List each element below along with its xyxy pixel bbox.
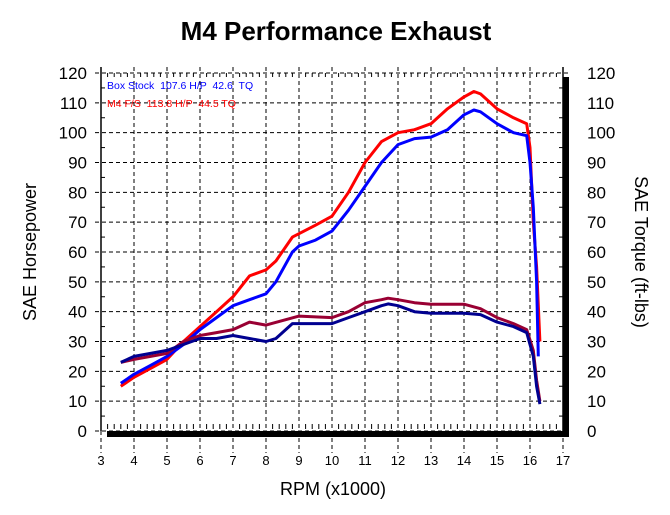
y-axis-label-right: SAE Torque (ft-lbs) xyxy=(631,176,651,328)
y-tick-label-right: 80 xyxy=(587,183,606,202)
y-tick-label-right: 120 xyxy=(587,64,615,83)
x-tick-label: 11 xyxy=(358,453,372,468)
y-tick-label-right: 60 xyxy=(587,243,606,262)
y-tick-label-left: 0 xyxy=(78,422,87,441)
y-tick-label-left: 40 xyxy=(68,303,87,322)
x-axis-label: RPM (x1000) xyxy=(280,479,386,499)
right-axis-bar xyxy=(563,77,569,437)
series-line-3 xyxy=(120,302,542,405)
y-tick-label-right: 10 xyxy=(587,392,606,411)
y-tick-label-left: 110 xyxy=(60,94,87,113)
x-tick-label: 8 xyxy=(262,453,269,468)
y-tick-label-left: 10 xyxy=(68,392,87,411)
y-tick-label-right: 90 xyxy=(587,154,606,173)
series-line-0 xyxy=(119,90,542,388)
y-tick-label-left: 120 xyxy=(59,64,87,83)
y-tick-label-left: 60 xyxy=(68,243,87,262)
y-tick-label-left: 20 xyxy=(68,362,87,381)
y-tick-label-left: 70 xyxy=(68,213,87,232)
axis-ticks: 0 0 10 10 20 20 30 30 40 40 50 50 60 60 70 70 80 80 90 90 10… xyxy=(59,64,616,468)
y-tick-label-right: 40 xyxy=(587,303,606,322)
x-tick-label: 7 xyxy=(229,453,236,468)
y-tick-label-right: 100 xyxy=(587,124,615,143)
y-axis-label-left: SAE Horsepower xyxy=(20,183,40,321)
y-tick-label-left: 30 xyxy=(68,333,87,352)
x-tick-label: 3 xyxy=(97,453,104,468)
y-tick-label-right: 50 xyxy=(587,273,606,292)
grid xyxy=(95,67,569,453)
legend-m4-fs: M4 F/S 113.8 H/P 44.5 TQ xyxy=(107,98,236,110)
x-tick-label: 6 xyxy=(196,453,203,468)
y-tick-label-left: 80 xyxy=(68,183,87,202)
x-tick-label: 15 xyxy=(490,453,504,468)
series-line-2 xyxy=(120,296,542,402)
x-tick-label: 10 xyxy=(325,453,339,468)
x-tick-label: 13 xyxy=(424,453,438,468)
y-tick-label-left: 50 xyxy=(68,273,87,292)
x-tick-label: 4 xyxy=(130,453,137,468)
x-tick-label: 12 xyxy=(391,453,405,468)
series-lines xyxy=(119,90,542,405)
y-tick-label-right: 30 xyxy=(587,333,606,352)
x-tick-label: 17 xyxy=(556,453,570,468)
legend-box-stock: Box Stock 107.6 H/P 42.6 TQ xyxy=(107,80,253,92)
y-tick-label-right: 110 xyxy=(587,94,614,113)
y-tick-label-right: 20 xyxy=(587,362,606,381)
y-tick-label-left: 100 xyxy=(59,124,87,143)
x-tick-label: 16 xyxy=(523,453,537,468)
x-tick-label: 14 xyxy=(457,453,471,468)
bottom-axis-bar xyxy=(107,431,569,437)
series-line-1 xyxy=(119,108,540,385)
x-tick-label: 5 xyxy=(163,453,170,468)
y-tick-label-right: 70 xyxy=(587,213,606,232)
x-tick-label: 9 xyxy=(295,453,302,468)
y-tick-label-right: 0 xyxy=(587,422,596,441)
y-tick-label-left: 90 xyxy=(68,154,87,173)
chart-title: M4 Performance Exhaust xyxy=(181,16,492,46)
